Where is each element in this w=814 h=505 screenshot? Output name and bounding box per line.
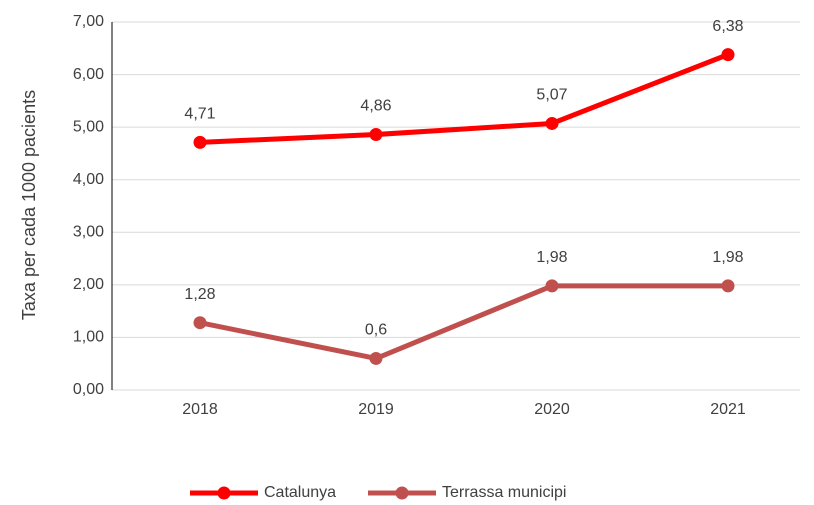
series-line xyxy=(199,283,728,361)
series-line xyxy=(199,52,729,145)
legend-marker xyxy=(217,486,231,500)
y-tick-label: 3,00 xyxy=(73,224,104,241)
data-label: 1,98 xyxy=(712,249,743,266)
data-label: 5,07 xyxy=(536,87,567,104)
point xyxy=(369,351,383,365)
point xyxy=(369,128,383,142)
data-label: 1,98 xyxy=(536,249,567,266)
y-tick-label: 6,00 xyxy=(73,66,104,83)
y-tick-label: 4,00 xyxy=(73,171,104,188)
legend-marker xyxy=(395,486,409,500)
y-tick-label: 1,00 xyxy=(73,329,104,346)
point xyxy=(545,116,559,130)
data-label: 4,71 xyxy=(184,106,215,123)
x-tick-label: 2018 xyxy=(182,401,218,418)
point xyxy=(545,279,559,293)
y-tick-label: 7,00 xyxy=(73,13,104,30)
y-axis-label: Taxa per cada 1000 pacients xyxy=(19,90,39,320)
x-tick-label: 2020 xyxy=(534,401,570,418)
data-label: 6,38 xyxy=(712,18,743,35)
y-tick-label: 5,00 xyxy=(73,118,104,135)
data-label: 0,6 xyxy=(365,322,387,339)
point xyxy=(193,316,207,330)
x-tick-label: 2019 xyxy=(358,401,394,418)
data-label: 4,86 xyxy=(360,98,391,115)
point xyxy=(721,279,735,293)
x-tick-label: 2021 xyxy=(710,401,746,418)
point xyxy=(721,48,735,62)
y-tick-label: 2,00 xyxy=(73,276,104,293)
legend-label: Terrassa municipi xyxy=(442,484,566,501)
legend-label: Catalunya xyxy=(264,484,336,501)
data-label: 1,28 xyxy=(184,286,215,303)
point xyxy=(193,135,207,149)
y-tick-label: 0,00 xyxy=(73,381,104,398)
